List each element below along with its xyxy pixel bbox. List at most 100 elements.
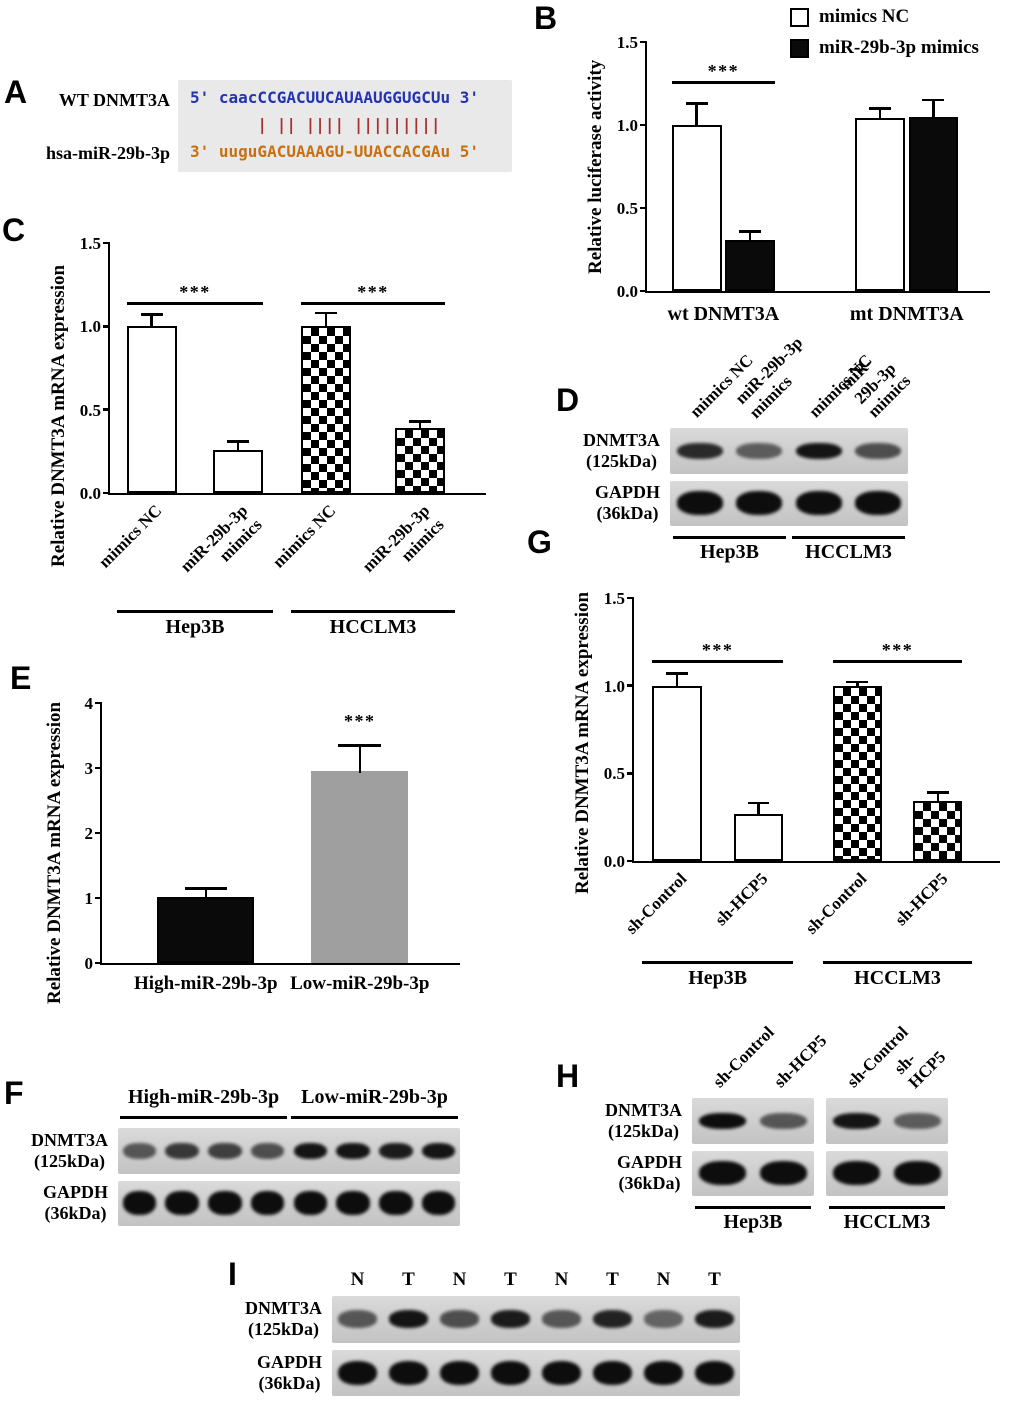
significance-line	[652, 660, 784, 663]
protein-band	[893, 1161, 942, 1186]
group-line	[291, 1116, 458, 1119]
protein-band	[855, 491, 902, 516]
y-tick-label: 0.0	[79, 484, 101, 503]
bar-mimics-nc	[126, 326, 177, 493]
protein-band	[439, 1310, 480, 1329]
protein-name: DNMT3A	[245, 1298, 322, 1319]
group-label-hcclm3: HCCLM3	[329, 616, 417, 638]
lane-label-t: T	[504, 1269, 517, 1290]
error-bar-cap	[738, 230, 761, 233]
error-bar-cap	[922, 98, 945, 102]
error-bar-cap	[747, 801, 770, 805]
mirna-label: hsa-miR-29b-3p	[45, 143, 170, 163]
blot-row-label-gapdh: GAPDH (36kDa)	[257, 1352, 322, 1394]
y-tick	[627, 859, 634, 863]
protein-name: GAPDH	[595, 482, 660, 503]
error-bar-cap	[227, 440, 250, 443]
wt-dnmt3a-sequence: 5' caacCCGACUUCAUAAUGGUGCUu 3'	[190, 88, 479, 107]
protein-kda: (125kDa)	[586, 450, 657, 471]
protein-band	[832, 1112, 881, 1129]
protein-band	[893, 1112, 942, 1129]
bar-mir-29b-3p-mimics	[908, 116, 959, 291]
group-line	[291, 610, 455, 613]
protein-kda: (36kDa)	[596, 503, 659, 524]
protein-kda: (125kDa)	[248, 1319, 319, 1340]
y-tick-label: 0	[84, 954, 94, 973]
protein-band	[643, 1360, 684, 1385]
panel-letter-h: H	[556, 1058, 580, 1094]
error-bar	[856, 682, 859, 688]
y-tick-label: 1.5	[616, 33, 638, 52]
protein-band	[832, 1161, 881, 1186]
legend-item: miR-29b-3p mimics	[790, 37, 979, 59]
group-label-mt-dnmt3a: mt DNMT3A	[849, 303, 964, 325]
protein-band	[698, 1112, 747, 1129]
protein-band	[643, 1310, 684, 1329]
y-tick-label: 0.5	[603, 764, 625, 784]
x-label-sh-control: sh-Control	[621, 869, 691, 938]
lane-label-n: N	[554, 1269, 569, 1290]
group-label-hep3b: Hep3B	[723, 1211, 783, 1233]
y-axis-label: Relative DNMT3A mRNA expression	[572, 591, 593, 895]
panel-letter-b: B	[534, 0, 558, 36]
lane-label-sh-hcp5: sh-HCP5	[769, 1031, 830, 1092]
legend-label: miR-29b-3p mimics	[819, 37, 979, 58]
western-blot-tissues: DNMT3A (125kDa) GAPDH (36kDa) N T N T N T N T	[245, 1269, 740, 1396]
protein-band	[293, 1191, 328, 1216]
protein-name: DNMT3A	[31, 1129, 108, 1150]
protein-band	[759, 1112, 808, 1129]
error-bar-cap	[926, 791, 949, 794]
y-tick	[640, 123, 647, 127]
error-bar-cap	[184, 887, 228, 890]
y-tick-label: 1	[84, 889, 94, 908]
y-tick-label: 0.0	[616, 282, 638, 301]
protein-band	[490, 1310, 531, 1329]
group-label-hep3b: Hep3B	[165, 616, 225, 638]
western-blot-shhcp5: DNMT3A (125kDa) GAPDH (36kDa) sh-Control sh-H…	[605, 1023, 949, 1233]
protein-kda: (125kDa)	[608, 1120, 679, 1141]
y-tick	[103, 325, 110, 328]
protein-band	[379, 1142, 413, 1159]
bar-sh-control	[652, 685, 702, 861]
error-bar-cap	[665, 672, 688, 675]
panel-letter-e: E	[10, 660, 32, 696]
significance-stars: ***	[179, 281, 211, 302]
blot-row-label-gapdh: GAPDH (36kDa)	[595, 482, 660, 524]
group-label-hep3b: Hep3B	[700, 541, 759, 563]
y-tick-label: 0.0	[603, 852, 625, 871]
y-tick	[627, 596, 634, 600]
bar-mimics-nc	[855, 118, 906, 291]
error-bar	[757, 803, 760, 816]
y-tick-label: 0.5	[79, 400, 101, 420]
protein-band	[421, 1142, 456, 1159]
group-label-hep3b: Hep3B	[688, 967, 748, 989]
protein-band	[379, 1191, 413, 1216]
blot-row-label-dnmt3a: DNMT3A (125kDa)	[245, 1298, 322, 1340]
lane-label-t: T	[708, 1269, 721, 1290]
error-bar-cap	[314, 311, 337, 315]
protein-band	[208, 1191, 242, 1216]
protein-band	[165, 1191, 199, 1216]
protein-band	[165, 1142, 199, 1159]
legend: mimics NC miR-29b-3p mimics	[790, 6, 979, 59]
y-tick	[627, 772, 634, 775]
chart-luciferase-activity: Relative luciferase activity 0.0 0.5 1.0 1.5…	[585, 6, 990, 325]
group-line	[672, 536, 787, 539]
error-bar	[695, 103, 698, 127]
y-tick-label: 1.5	[79, 234, 101, 253]
panel-letter-i: I	[228, 1256, 237, 1292]
bar-mimics-nc	[301, 326, 351, 493]
bar-low-mir-29b-3p	[311, 771, 409, 963]
protein-band	[250, 1142, 285, 1159]
significance-line	[832, 660, 963, 663]
bar-mimics-nc	[671, 125, 722, 291]
y-tick-label: 1.5	[603, 589, 625, 608]
western-blot-mir-level: DNMT3A (125kDa) GAPDH (36kDa) High-miR-29b-3…	[31, 1086, 460, 1226]
error-bar	[358, 745, 361, 774]
lane-label-t: T	[606, 1269, 619, 1290]
y-tick	[95, 831, 102, 835]
protein-band	[388, 1360, 429, 1385]
protein-kda: (36kDa)	[618, 1173, 681, 1194]
protein-name: GAPDH	[43, 1182, 108, 1203]
error-bar	[748, 231, 752, 242]
